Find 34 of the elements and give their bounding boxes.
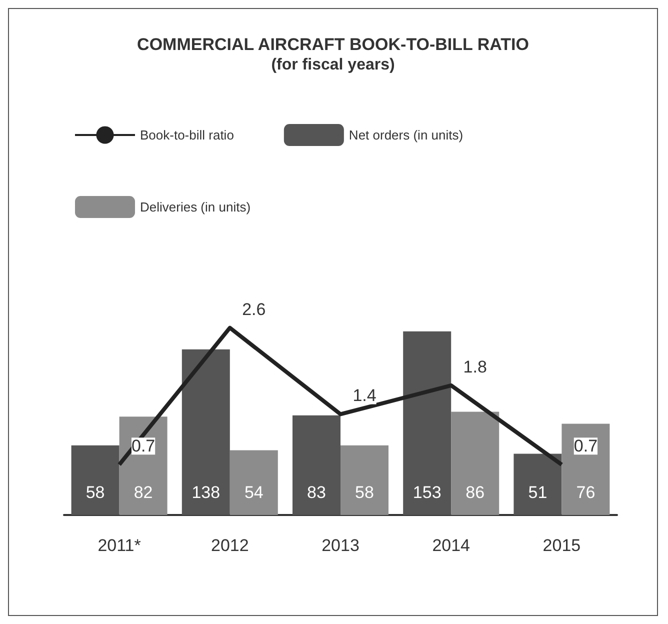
data-label: 51	[528, 483, 548, 502]
bar	[562, 424, 610, 515]
chart-subtitle: (for fiscal years)	[271, 56, 395, 74]
bar	[340, 445, 388, 515]
bar	[403, 331, 452, 515]
x-tick-label: 2012	[210, 536, 249, 555]
x-tick-label: 2014	[432, 536, 470, 555]
legend-label: Deliveries (in units)	[140, 200, 251, 214]
bar	[292, 415, 340, 515]
data-label: 82	[134, 483, 153, 502]
x-tick-label: 2011*	[98, 536, 142, 555]
bar	[182, 349, 230, 515]
data-label: 54	[244, 483, 264, 502]
data-label: 58	[355, 483, 374, 502]
data-label: 58	[86, 483, 105, 502]
x-tick-label: 2015	[542, 536, 581, 555]
data-label: 153	[412, 483, 442, 502]
data-label: 83	[307, 483, 326, 502]
bar	[71, 445, 120, 515]
x-tick-label: 2013	[322, 536, 360, 555]
bar	[451, 412, 500, 515]
data-label: 0.7	[574, 436, 598, 456]
data-label: 1.4	[352, 386, 376, 406]
data-label: 2.6	[242, 300, 266, 319]
data-label: 0.7	[131, 436, 156, 456]
data-label: 76	[576, 483, 596, 502]
data-label: 1.8	[463, 357, 487, 376]
data-label: 86	[466, 483, 485, 502]
legend-label: Book-to-bill ratio	[140, 128, 234, 142]
data-label: 138	[192, 483, 220, 502]
chart-title: COMMERCIAL AIRCRAFT BOOK-TO-BILL RATIO	[137, 35, 529, 54]
legend-label: Net orders (in units)	[348, 128, 464, 142]
bar	[514, 454, 562, 515]
bar	[230, 450, 278, 515]
